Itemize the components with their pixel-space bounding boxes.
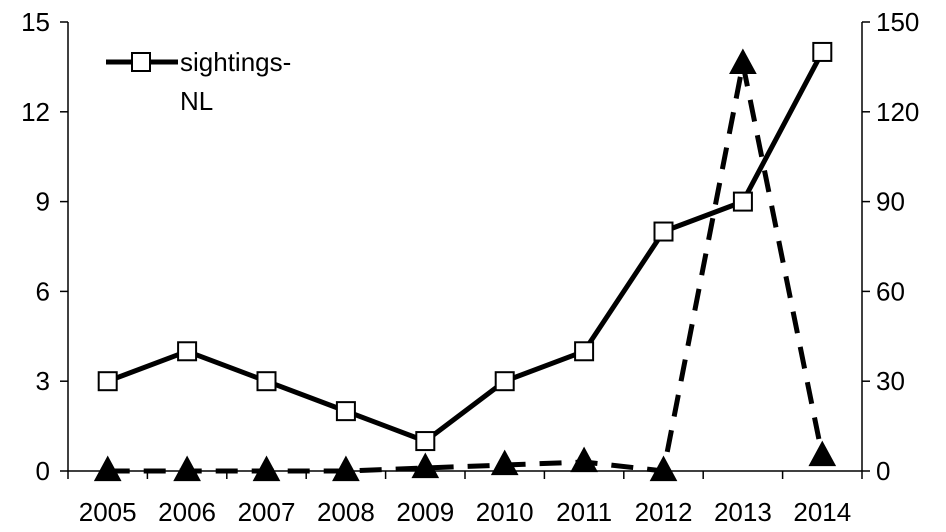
x-tick-label: 2014	[793, 497, 851, 527]
x-tick-label: 2009	[396, 497, 454, 527]
x-tick-label: 2006	[158, 497, 216, 527]
data-point-triangle	[729, 48, 757, 75]
data-point-triangle	[332, 455, 360, 482]
data-point-square	[256, 371, 277, 392]
data-point-square	[732, 191, 753, 212]
data-point-triangle	[808, 440, 837, 467]
series-line-2	[107, 61, 825, 474]
series-line-1	[106, 50, 825, 444]
data-point-square	[574, 341, 595, 362]
y-right-tick-label: 30	[876, 366, 905, 396]
data-point-square	[653, 221, 674, 242]
data-point-square	[335, 401, 356, 422]
y-right-tick-label: 0	[876, 456, 890, 486]
x-tick-label: 2012	[635, 497, 693, 527]
y-left-tick-label: 3	[36, 366, 50, 396]
x-tick-label: 2010	[476, 497, 534, 527]
x-tick-label: 2013	[714, 497, 772, 527]
y-right-tick-label: 90	[876, 187, 905, 217]
data-point-triangle	[570, 446, 598, 473]
series-layer	[93, 41, 837, 482]
data-point-square	[812, 41, 833, 62]
x-tick-label: 2007	[238, 497, 296, 527]
y-right-tick-label: 120	[876, 97, 919, 127]
y-left-tick-label: 15	[21, 7, 50, 37]
legend-marker	[131, 52, 151, 72]
legend-text-line-2: NL	[180, 86, 213, 116]
legend: sightings- NL	[106, 47, 291, 116]
data-point-square	[415, 431, 436, 452]
x-tick-label: 2005	[79, 497, 137, 527]
y-left-tick-label: 6	[36, 276, 50, 306]
data-point-square	[494, 371, 515, 392]
x-tick-label: 2008	[317, 497, 375, 527]
y-right-tick-label: 150	[876, 7, 919, 37]
data-point-triangle	[173, 455, 201, 482]
y-right-tick-label: 60	[876, 276, 905, 306]
y-left-tick-label: 12	[21, 97, 50, 127]
y-left-tick-label: 0	[36, 456, 50, 486]
data-point-square	[177, 341, 198, 362]
data-point-square	[97, 371, 118, 392]
data-point-triangle	[93, 455, 122, 482]
data-point-triangle	[490, 449, 519, 476]
data-point-triangle	[649, 455, 678, 482]
data-point-triangle	[252, 455, 281, 482]
y-left-tick-label: 9	[36, 187, 50, 217]
legend-text-line-1: sightings-	[180, 47, 291, 77]
data-point-triangle	[411, 452, 440, 479]
x-tick-label: 2011	[556, 497, 612, 527]
